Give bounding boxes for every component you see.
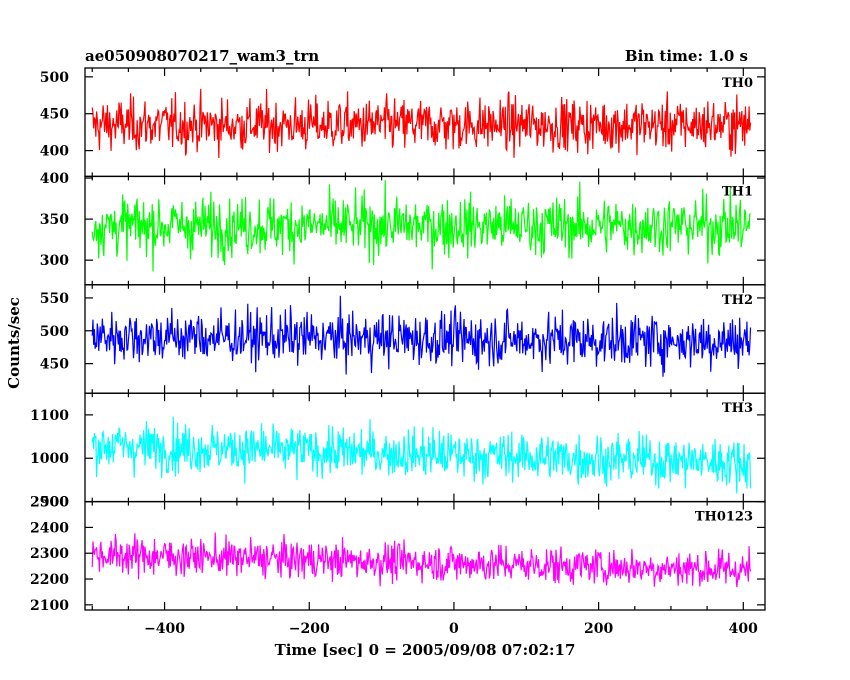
y-tick-label: 550	[40, 291, 69, 307]
panels-group: 400 450 500 TH0 300 350 400 TH1 450 500 550 TH2 900 1…	[30, 67, 766, 614]
series-line-th3	[91, 416, 752, 494]
x-tick-label: 0	[449, 621, 459, 637]
y-tick-label: 2400	[30, 520, 69, 536]
x-axis: −400 −200 0 200 400	[144, 621, 758, 637]
panel-label-th3: TH3	[722, 401, 753, 416]
y-tick-label: 450	[40, 357, 69, 373]
series-line-th0123	[91, 532, 752, 588]
x-tick-label: −400	[144, 621, 185, 637]
panel-th3: 900 1000 1100 TH3	[30, 392, 766, 511]
series-line-th1	[91, 180, 751, 272]
panel-th1: 300 350 400 TH1	[40, 171, 766, 286]
series-line-th0	[91, 88, 752, 159]
y-tick-label: 1100	[30, 408, 69, 424]
panel-frame	[84, 500, 766, 611]
x-axis-label: Time [sec] 0 = 2005/09/08 07:02:17	[275, 641, 576, 659]
y-tick-label: 400	[40, 171, 69, 187]
x-tick-label: 200	[584, 621, 613, 637]
panel-th0: 400 450 500 TH0	[40, 67, 766, 178]
y-tick-label: 500	[40, 70, 69, 86]
y-tick-label: 1000	[30, 451, 69, 467]
y-tick-label: 400	[40, 144, 69, 160]
y-tick-label: 900	[40, 495, 69, 511]
y-tick-label: 450	[40, 107, 69, 123]
y-tick-label: 500	[40, 324, 69, 340]
y-tick-label: 300	[40, 253, 69, 269]
panel-th0123: 2100 2200 2300 2400 2500 TH0123	[30, 495, 766, 614]
bin-time-label: Bin time: 1.0 s	[625, 47, 748, 65]
panel-label-th1: TH1	[722, 184, 753, 199]
y-tick-label: 2200	[30, 572, 69, 588]
x-tick-label: 400	[729, 621, 758, 637]
panel-label-th0123: TH0123	[695, 510, 753, 525]
x-tick-label: −200	[289, 621, 330, 637]
y-tick-label: 2300	[30, 546, 69, 562]
y-tick-label: 2100	[30, 598, 69, 614]
panel-label-th2: TH2	[722, 293, 753, 308]
y-tick-label: 350	[40, 212, 69, 228]
y-tick-label: 2500	[30, 495, 69, 511]
chart-title: ae050908070217_wam3_trn	[85, 47, 319, 65]
y-axis-label: Counts/sec	[5, 297, 23, 389]
panel-label-th0: TH0	[722, 76, 753, 91]
series-line-th2	[91, 295, 752, 377]
panel-th2: 450 500 550 TH2	[40, 284, 766, 394]
